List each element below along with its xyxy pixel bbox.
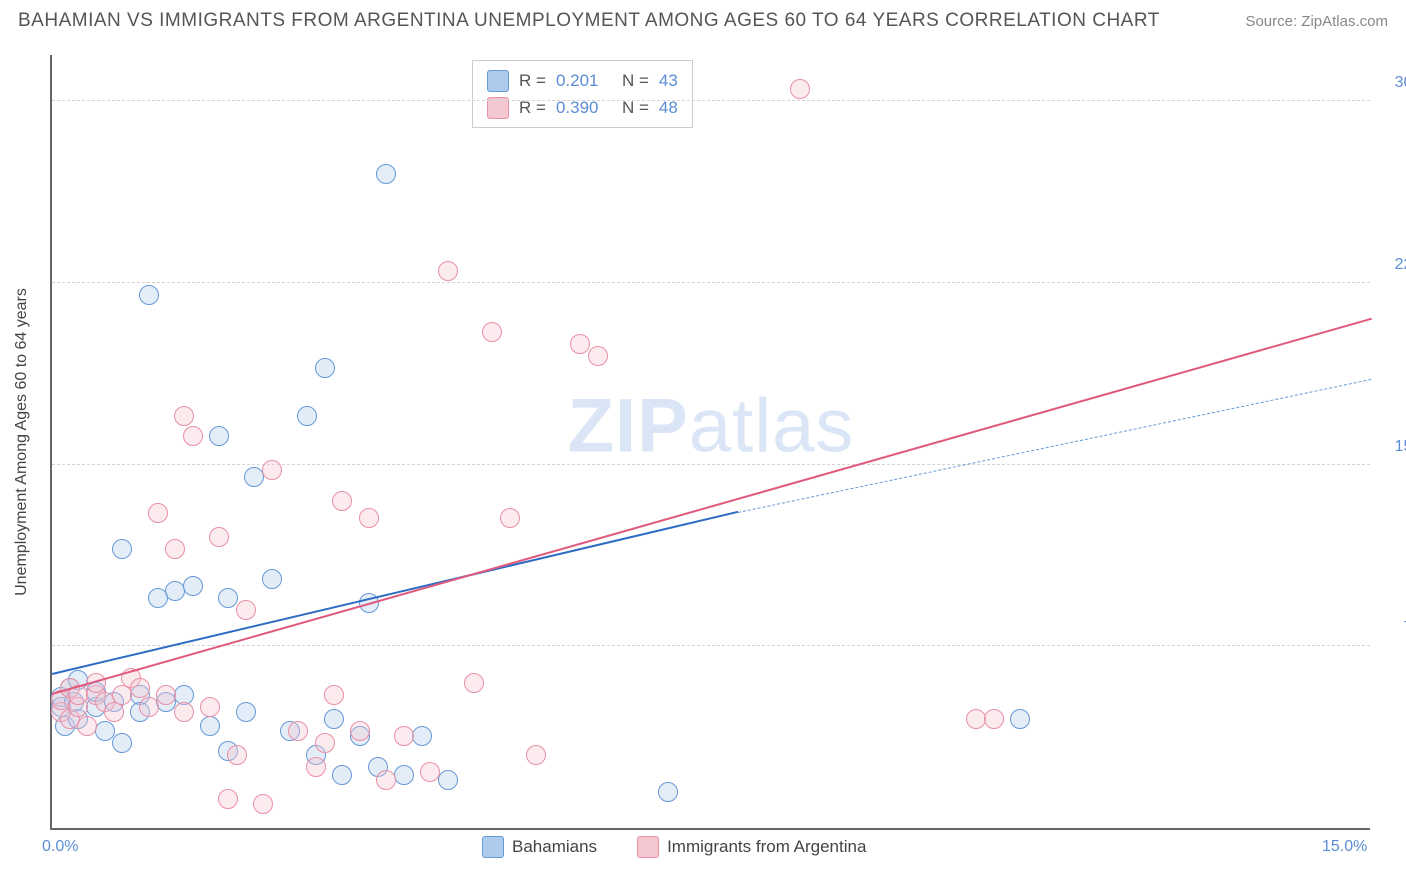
data-point [500, 508, 520, 528]
data-point [183, 576, 203, 596]
data-point [394, 765, 414, 785]
data-point [984, 709, 1004, 729]
data-point [200, 697, 220, 717]
data-point [253, 794, 273, 814]
data-point [77, 716, 97, 736]
data-point [262, 569, 282, 589]
data-point [130, 678, 150, 698]
data-point [156, 685, 176, 705]
stat-n-value: 48 [659, 94, 678, 121]
trend-line [52, 317, 1373, 694]
data-point [412, 726, 432, 746]
data-point [464, 673, 484, 693]
data-point [112, 539, 132, 559]
stat-row: R = 0.201 N = 43 [487, 67, 678, 94]
data-point [332, 491, 352, 511]
stat-n-label: N = [622, 94, 649, 121]
y-axis-label: Unemployment Among Ages 60 to 64 years [13, 288, 31, 596]
data-point [350, 721, 370, 741]
data-point [218, 588, 238, 608]
stat-swatch [487, 70, 509, 92]
data-point [209, 426, 229, 446]
data-point [288, 721, 308, 741]
legend: Bahamians Immigrants from Argentina [482, 836, 866, 858]
data-point [324, 709, 344, 729]
data-point [262, 460, 282, 480]
data-point [183, 426, 203, 446]
data-point [174, 702, 194, 722]
data-point [315, 733, 335, 753]
legend-item: Immigrants from Argentina [637, 836, 866, 858]
data-point [306, 757, 326, 777]
stat-n-value: 43 [659, 67, 678, 94]
data-point [236, 600, 256, 620]
stat-r-value: 0.390 [556, 94, 612, 121]
y-tick-label: 22.5% [1380, 256, 1406, 274]
stats-box: R = 0.201 N = 43 R = 0.390 N = 48 [472, 60, 693, 128]
data-point [1010, 709, 1030, 729]
stat-r-label: R = [519, 94, 546, 121]
legend-label: Bahamians [512, 837, 597, 857]
data-point [482, 322, 502, 342]
data-point [438, 261, 458, 281]
data-point [420, 762, 440, 782]
stat-r-label: R = [519, 67, 546, 94]
gridline [52, 645, 1370, 646]
data-point [588, 346, 608, 366]
watermark: ZIPatlas [568, 383, 855, 470]
stat-n-label: N = [622, 67, 649, 94]
data-point [376, 164, 396, 184]
data-point [790, 79, 810, 99]
data-point [658, 782, 678, 802]
data-point [359, 508, 379, 528]
source-label: Source: ZipAtlas.com [1245, 13, 1388, 30]
stat-row: R = 0.390 N = 48 [487, 94, 678, 121]
data-point [165, 539, 185, 559]
x-tick-label: 0.0% [42, 838, 78, 856]
data-point [297, 406, 317, 426]
data-point [200, 716, 220, 736]
data-point [218, 789, 238, 809]
data-point [394, 726, 414, 746]
legend-swatch [637, 836, 659, 858]
gridline [52, 464, 1370, 465]
data-point [174, 406, 194, 426]
data-point [209, 527, 229, 547]
y-tick-label: 7.5% [1380, 619, 1406, 637]
data-point [148, 503, 168, 523]
data-point [112, 733, 132, 753]
data-point [438, 770, 458, 790]
legend-label: Immigrants from Argentina [667, 837, 866, 857]
stat-r-value: 0.201 [556, 67, 612, 94]
gridline [52, 100, 1370, 101]
data-point [95, 721, 115, 741]
data-point [332, 765, 352, 785]
data-point [227, 745, 247, 765]
data-point [139, 697, 159, 717]
legend-swatch [482, 836, 504, 858]
scatter-chart: ZIPatlas Unemployment Among Ages 60 to 6… [50, 55, 1370, 830]
gridline [52, 282, 1370, 283]
data-point [324, 685, 344, 705]
data-point [236, 702, 256, 722]
y-tick-label: 15.0% [1380, 438, 1406, 456]
data-point [526, 745, 546, 765]
legend-item: Bahamians [482, 836, 597, 858]
y-tick-label: 30.0% [1380, 74, 1406, 92]
data-point [570, 334, 590, 354]
x-tick-label: 15.0% [1322, 838, 1367, 856]
data-point [376, 770, 396, 790]
data-point [139, 285, 159, 305]
chart-title: BAHAMIAN VS IMMIGRANTS FROM ARGENTINA UN… [18, 10, 1160, 32]
data-point [315, 358, 335, 378]
